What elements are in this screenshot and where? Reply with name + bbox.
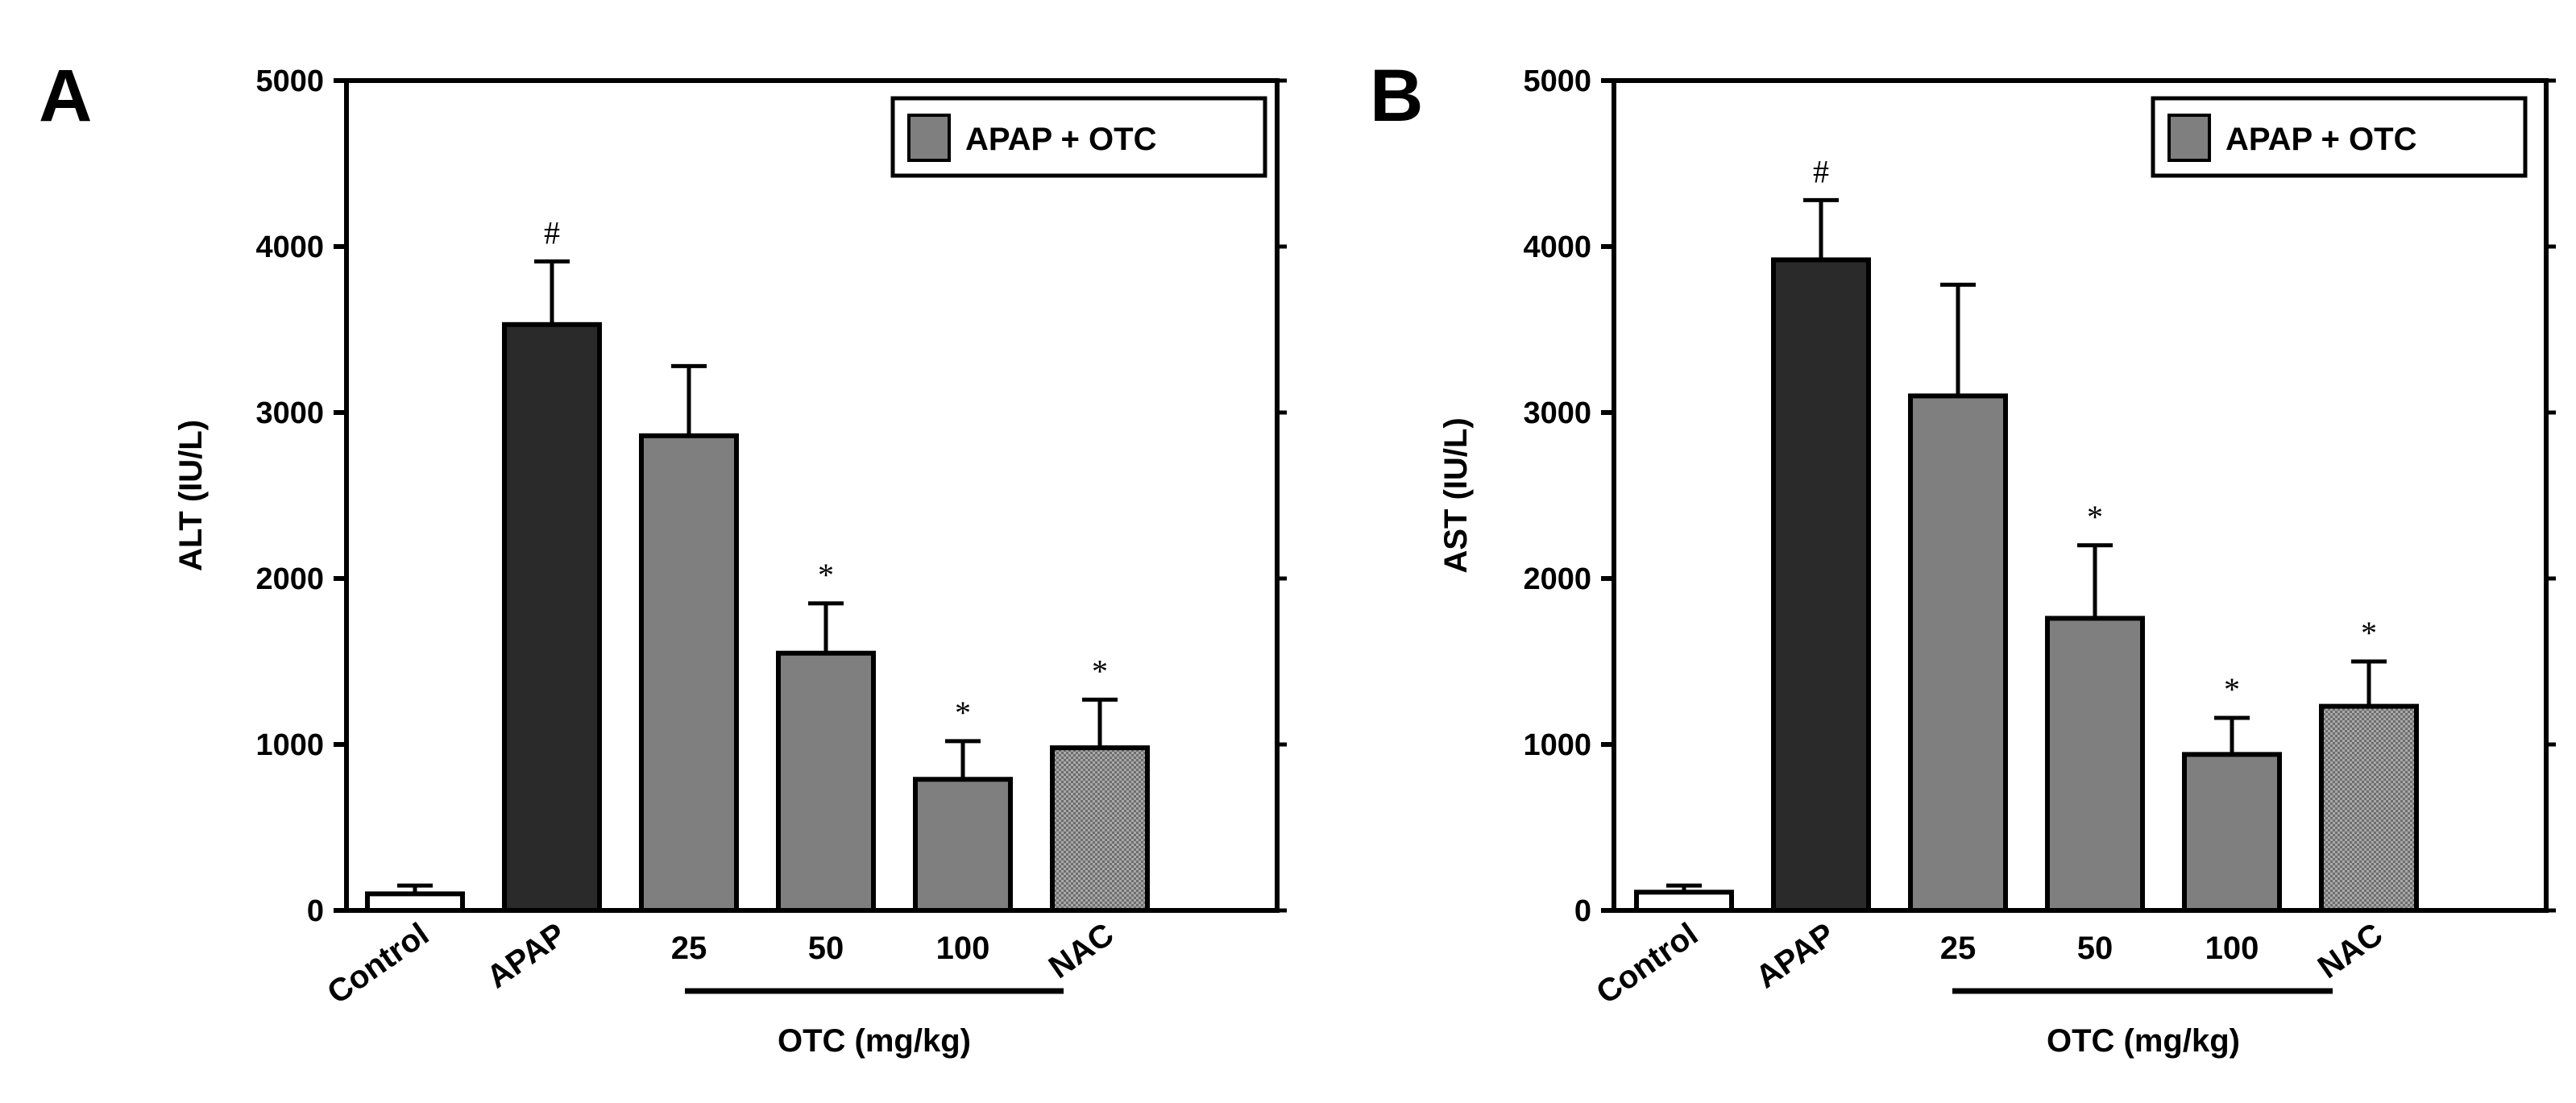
y-tick-label: 4000 [1523,230,1591,264]
significance-star: * [1092,653,1108,689]
legend-box [890,96,1267,178]
legend-swatch [907,114,951,162]
significance-hash: # [544,215,560,251]
bar-25 [1908,393,2008,913]
y-axis-ticks: 0 1000 2000 3000 4000 5000 [1523,64,2556,928]
y-tick-label: 2000 [1523,562,1591,596]
bars: # * * * [365,215,1150,914]
y-tick-label: 0 [1574,894,1591,928]
y-tick-label: 0 [307,894,324,928]
group-label: OTC (mg/kg) [778,1023,971,1059]
y-tick-label: 2000 [255,562,324,596]
panel-letter: B [1370,55,1423,137]
category-label: NAC [2312,916,2389,985]
legend-label: APAP + OTC [965,122,1156,157]
category-label: 25 [671,931,707,966]
bar-nac [2319,703,2419,913]
category-labels: Control APAP 25 50 100 NAC [1590,916,2389,1011]
category-label: 100 [936,931,990,966]
significance-star: * [2361,615,2377,651]
category-label: APAP [1749,916,1841,995]
bar-25 [639,433,739,913]
legend-swatch [2167,114,2211,162]
y-axis-title: AST (IU/L) [1438,417,1474,573]
bar-100 [913,777,1013,914]
y-tick-label: 1000 [255,728,324,762]
category-label: Control [1590,916,1704,1011]
significance-star: * [2087,499,2103,535]
bar-50 [776,650,876,913]
y-tick-label: 5000 [1523,64,1591,98]
bar-control [1634,889,1734,913]
y-axis-title: ALT (IU/L) [173,420,209,571]
group-label: OTC (mg/kg) [2047,1023,2240,1059]
significance-star: * [818,557,834,593]
legend-box [2151,96,2528,178]
legend-label: APAP + OTC [2225,122,2416,157]
y-tick-label: 5000 [255,64,324,98]
category-label: Control [321,916,435,1011]
bars: # * * * [1634,153,2419,914]
category-label: 50 [808,931,844,966]
category-label: 100 [2205,931,2259,966]
category-label: NAC [1043,916,1120,985]
category-label: 25 [1940,931,1977,966]
bar-50 [2045,616,2145,913]
legend: APAP + OTC [890,96,1267,178]
significance-star: * [955,695,971,731]
bar-100 [2182,752,2282,913]
bar-control [365,891,465,914]
category-label: APAP [480,916,572,995]
bar-nac [1050,745,1150,913]
y-tick-label: 1000 [1523,728,1591,762]
category-label: 50 [2077,931,2113,966]
category-labels: Control APAP 25 50 100 NAC [321,916,1120,1011]
y-tick-label: 3000 [1523,396,1591,430]
y-axis-ticks: 0 1000 2000 3000 4000 5000 [255,64,1287,928]
panel-letter: A [39,55,92,137]
significance-star: * [2224,671,2240,707]
y-tick-label: 3000 [255,396,324,430]
significance-hash: # [1813,153,1829,189]
bar-apap [1771,257,1871,914]
y-tick-label: 4000 [255,230,324,264]
legend: APAP + OTC [2151,96,2528,178]
bar-apap [502,321,602,913]
